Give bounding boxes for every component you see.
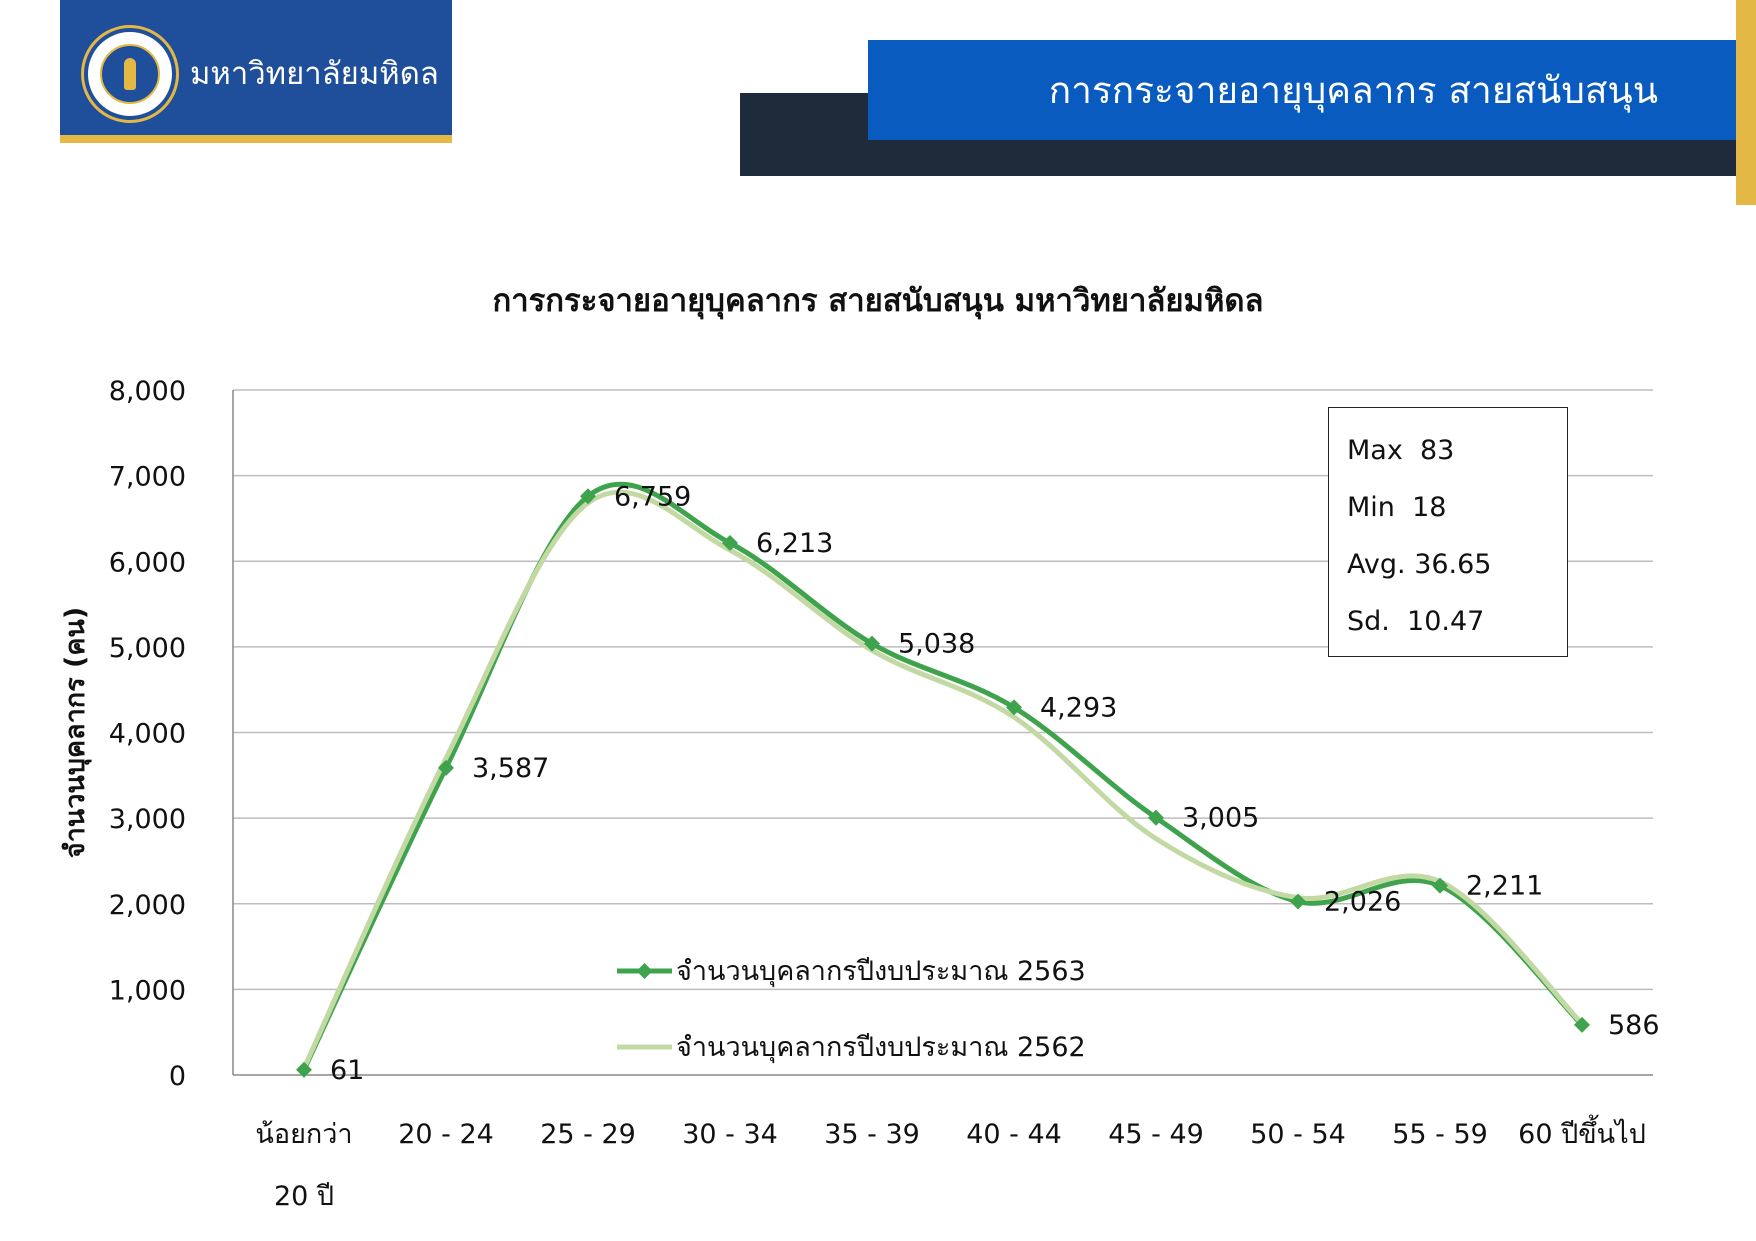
legend-label-2562: จำนวนบุคลากรปีงบประมาณ 2562 (676, 1032, 1086, 1064)
data-point (1006, 699, 1022, 716)
x-tick-label: 30 - 34 (682, 1119, 778, 1150)
university-seal-icon (84, 28, 176, 120)
data-label: 6,213 (756, 528, 833, 559)
data-point (580, 488, 596, 505)
data-point (1432, 877, 1448, 894)
data-label: 6,759 (614, 481, 691, 512)
y-axis-label: จำนวนบุคลากร (คน) (60, 607, 92, 858)
x-tick-label: 60 ปีขึ้นไป (1518, 1114, 1646, 1150)
x-tick-label: 55 - 59 (1392, 1119, 1488, 1150)
data-point (438, 759, 454, 776)
y-tick-label: 2,000 (109, 890, 186, 921)
data-label: 2,026 (1324, 887, 1401, 918)
data-label: 586 (1608, 1010, 1660, 1041)
x-tick-label: 35 - 39 (824, 1119, 920, 1150)
stat-avg: Avg. 36.65 (1347, 549, 1492, 580)
data-point (1148, 809, 1164, 826)
data-label: 3,005 (1182, 803, 1259, 834)
y-tick-label: 0 (169, 1061, 186, 1092)
y-tick-label: 4,000 (109, 719, 186, 750)
y-tick-label: 3,000 (109, 804, 186, 835)
data-label: 3,587 (472, 753, 549, 784)
x-tick-label: 50 - 54 (1250, 1119, 1346, 1150)
data-label: 5,038 (898, 629, 975, 660)
y-tick-label: 8,000 (109, 376, 186, 407)
stat-sd: Sd. 10.47 (1347, 606, 1485, 637)
x-tick-label: 25 - 29 (540, 1119, 636, 1150)
chart-title: การกระจายอายุบุคลากร สายสนับสนุน มหาวิทย… (492, 283, 1264, 319)
gold-accent-strip (1736, 0, 1756, 205)
stat-max: Max 83 (1347, 435, 1455, 466)
data-point (296, 1061, 312, 1078)
y-tick-label: 1,000 (109, 975, 186, 1006)
y-tick-label: 6,000 (109, 547, 186, 578)
data-point (864, 635, 880, 652)
series-line-2562 (301, 489, 1584, 1070)
data-point (722, 535, 738, 552)
x-tick-label: 20 - 24 (398, 1119, 494, 1150)
x-tick-label: 45 - 49 (1108, 1119, 1204, 1150)
header-title: การกระจายอายุบุคลากร สายสนับสนุน (1048, 68, 1658, 112)
x-tick-label: 20 ปี (274, 1181, 334, 1212)
data-label: 61 (330, 1055, 364, 1086)
y-tick-label: 7,000 (109, 462, 186, 493)
header-title-banner: การกระจายอายุบุคลากร สายสนับสนุน (868, 40, 1736, 140)
stat-min: Min 18 (1347, 492, 1447, 523)
data-label: 2,211 (1466, 871, 1543, 902)
legend-label-2563: จำนวนบุคลากรปีงบประมาณ 2563 (676, 956, 1086, 988)
logo-text: มหาวิทยาลัยมหิดล (190, 56, 439, 92)
stats-box: Max 83 Min 18 Avg. 36.65 Sd. 10.47 (1328, 407, 1568, 657)
x-tick-label: 40 - 44 (966, 1119, 1062, 1150)
legend-marker-2563 (636, 963, 653, 979)
y-tick-label: 5,000 (109, 633, 186, 664)
data-point (1290, 893, 1306, 910)
data-point (1574, 1016, 1590, 1033)
data-label: 4,293 (1040, 692, 1117, 723)
university-logo: มหาวิทยาลัยมหิดล (60, 0, 452, 143)
x-tick-label: น้อยกว่า (255, 1119, 352, 1150)
series-line-2563 (301, 481, 1584, 1071)
